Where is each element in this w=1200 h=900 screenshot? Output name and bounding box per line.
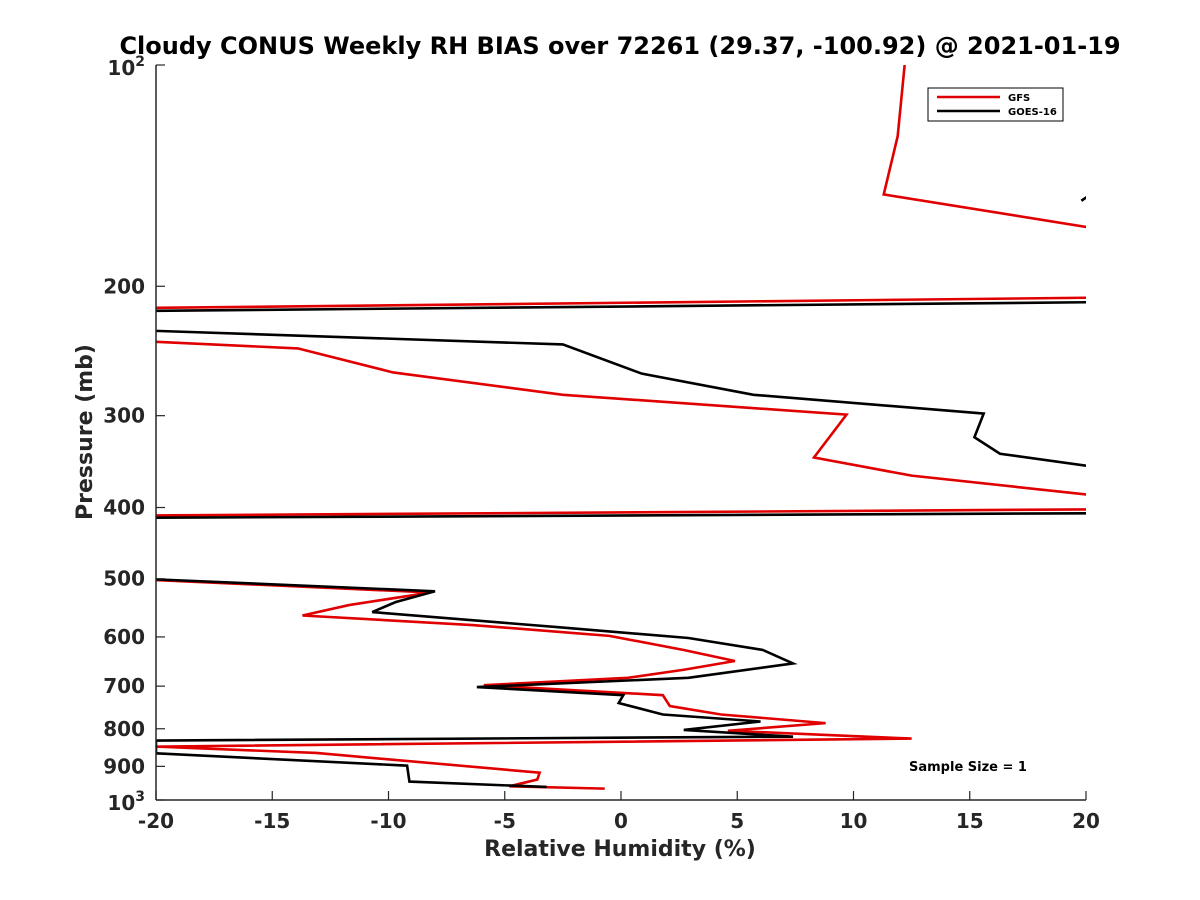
y-axis-label: Pressure (mb)	[73, 344, 98, 520]
y-tick-label: 600	[103, 625, 145, 649]
y-tick-label: 800	[103, 717, 145, 741]
y-tick-label: 102	[107, 54, 145, 80]
x-tick-label: 15	[956, 809, 984, 833]
x-tick-label: 0	[614, 809, 628, 833]
series-goes-16-segment	[156, 300, 1086, 313]
chart-title: Cloudy CONUS Weekly RH BIAS over 72261 (…	[119, 32, 1120, 60]
x-tick-label: -20	[138, 809, 174, 833]
x-axis-label: Relative Humidity (%)	[484, 837, 756, 862]
x-tick-label: -15	[254, 809, 290, 833]
series-gfs-segment	[156, 578, 912, 790]
x-tick-label: -5	[494, 809, 516, 833]
x-tick-label: -10	[370, 809, 406, 833]
x-tick-label: 5	[730, 809, 744, 833]
x-tick-label: 10	[840, 809, 868, 833]
y-tick-label: 300	[103, 404, 145, 428]
plot-area: -20 -15 -10 -5 0 5 10 15 20 200 300 400 500 600 700 800…	[103, 54, 1100, 833]
sample-size-annotation: Sample Size = 1	[909, 760, 1027, 775]
y-tick-label: 400	[103, 496, 145, 520]
series-gfs-segment	[156, 508, 1086, 517]
y-tick-label: 500	[103, 567, 145, 591]
legend-box	[927, 87, 1064, 122]
series-gfs-segment	[882, 65, 1086, 229]
series-goes-16-segment	[156, 578, 798, 789]
series-goes-16-segment	[156, 511, 1086, 520]
legend-label-goes-16: GOES-16	[1008, 107, 1057, 118]
y-tick-label: 900	[103, 754, 145, 778]
series-goes-16-segment	[1080, 196, 1086, 202]
legend-label-gfs: GFS	[1008, 93, 1030, 104]
series-goes-16-segment	[156, 329, 1086, 467]
y-tick-label: 103	[107, 789, 145, 815]
legend: GFS GOES-16	[927, 87, 1064, 122]
series-goes-16-line	[156, 196, 1086, 789]
series-gfs-segment	[156, 296, 1086, 310]
x-tick-label: 20	[1072, 809, 1100, 833]
y-tick-label: 200	[103, 274, 145, 298]
series-gfs-segment	[156, 340, 1086, 496]
y-tick-label: 700	[103, 674, 145, 698]
series-gfs-line	[156, 65, 1086, 790]
